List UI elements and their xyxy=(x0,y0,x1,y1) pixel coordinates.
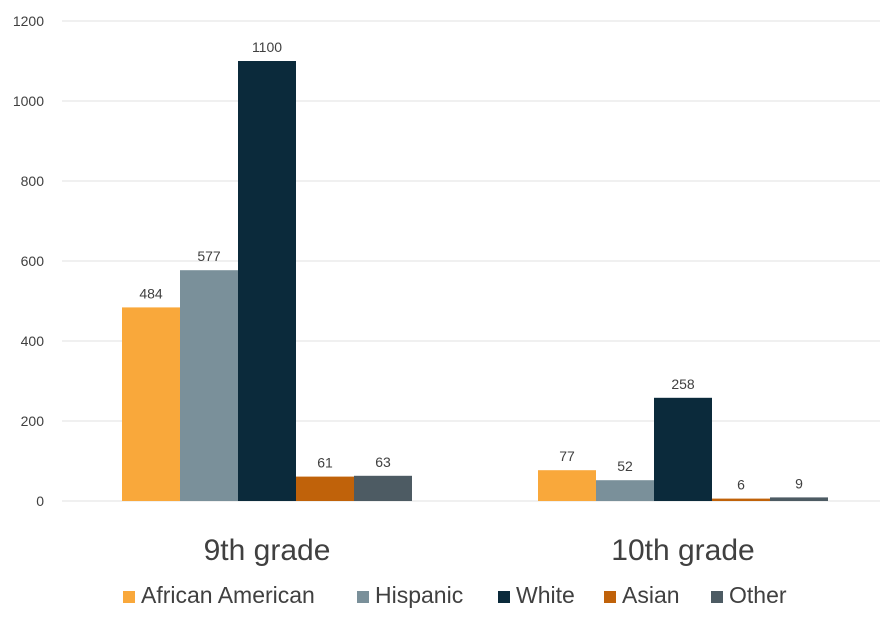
y-tick-label: 0 xyxy=(36,493,44,509)
bar-other-9th-grade xyxy=(354,475,412,501)
legend-swatch xyxy=(604,591,616,603)
legend-item-other: Other xyxy=(711,582,787,608)
y-tick-label: 800 xyxy=(21,173,45,189)
data-label: 577 xyxy=(197,248,221,264)
category-labels: 9th grade 10th grade xyxy=(204,534,755,567)
y-tick-label: 1200 xyxy=(13,13,44,29)
bar-african-american-9th-grade xyxy=(122,307,180,501)
data-label: 1100 xyxy=(252,39,282,55)
y-tick-label: 600 xyxy=(21,253,45,269)
legend-item-asian: Asian xyxy=(604,582,680,608)
category-label: 9th grade xyxy=(204,534,331,567)
legend-label: White xyxy=(516,582,575,608)
data-label: 258 xyxy=(671,376,695,392)
y-tick-label: 400 xyxy=(21,333,45,349)
category-label: 10th grade xyxy=(611,534,754,567)
legend-label: Asian xyxy=(622,582,680,608)
legend-swatch xyxy=(357,591,369,603)
legend-swatch xyxy=(711,591,723,603)
legend-label: Hispanic xyxy=(375,582,463,608)
bar-asian-10th-grade xyxy=(712,498,770,501)
bars xyxy=(122,61,828,501)
y-axis-ticks: 0 200 400 600 800 1000 1200 xyxy=(13,13,44,509)
legend: African American Hispanic White Asian Other xyxy=(123,582,787,608)
data-label: 6 xyxy=(737,477,745,493)
data-label: 77 xyxy=(559,448,575,464)
bar-asian-9th-grade xyxy=(296,476,354,501)
bar-african-american-10th-grade xyxy=(538,470,596,501)
data-label: 484 xyxy=(139,285,163,301)
legend-label: Other xyxy=(729,582,787,608)
legend-item-white: White xyxy=(498,582,575,608)
data-label: 9 xyxy=(795,475,803,491)
legend-item-hispanic: Hispanic xyxy=(357,582,463,608)
bar-hispanic-10th-grade xyxy=(596,480,654,501)
data-labels: 484 577 1100 61 63 77 52 258 6 9 xyxy=(139,39,803,493)
bar-other-10th-grade xyxy=(770,497,828,501)
legend-swatch xyxy=(123,591,135,603)
data-label: 61 xyxy=(317,455,333,471)
bar-hispanic-9th-grade xyxy=(180,270,238,501)
bar-white-10th-grade xyxy=(654,397,712,501)
legend-label: African American xyxy=(141,582,315,608)
legend-item-african-american: African American xyxy=(123,582,315,608)
y-tick-label: 1000 xyxy=(13,93,44,109)
data-label: 63 xyxy=(375,454,391,470)
y-tick-label: 200 xyxy=(21,413,45,429)
bar-white-9th-grade xyxy=(238,61,296,501)
data-label: 52 xyxy=(617,458,633,474)
legend-swatch xyxy=(498,591,510,603)
